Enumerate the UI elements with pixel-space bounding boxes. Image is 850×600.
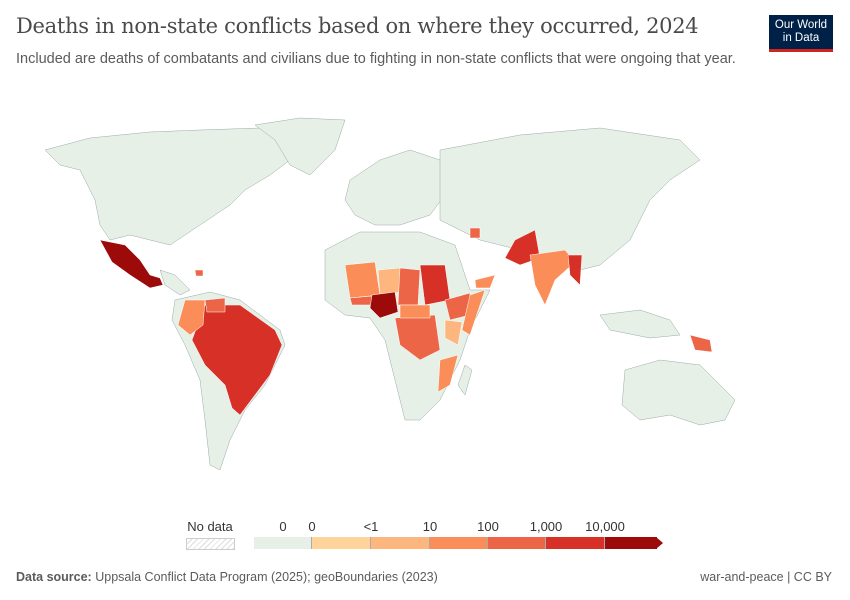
legend-label: <1 (363, 519, 379, 534)
country-niger (377, 267, 403, 296)
country-yemen (474, 274, 496, 289)
madagascar (457, 364, 473, 396)
logo-line2: in Data (782, 32, 820, 44)
legend-bin-3 (430, 537, 488, 549)
country-brazil (191, 304, 283, 416)
legend-label: 100 (477, 519, 499, 534)
se-asia-islands (599, 309, 681, 339)
legend-label: 0 (279, 519, 287, 534)
legend-label: 10 (422, 519, 438, 534)
legend-bin-4 (488, 537, 546, 549)
country-mali (344, 261, 381, 299)
logo-line1: Our World (774, 19, 828, 31)
country-colombia (177, 299, 206, 336)
legend-bin-6 (605, 537, 657, 549)
legend-bin-0 (254, 537, 312, 549)
legend-bin-5 (546, 537, 605, 549)
country-india (529, 249, 576, 306)
country-png (689, 334, 713, 353)
world-map (44, 117, 736, 471)
australia (621, 359, 736, 426)
chart-subtitle: Included are deaths of combatants and ci… (16, 51, 736, 67)
legend-bin-1 (312, 537, 371, 549)
country-car (399, 304, 431, 319)
country-mexico (99, 239, 164, 289)
legend-label: 1,000 (529, 519, 563, 534)
asia (439, 127, 701, 271)
country-nigeria (369, 291, 399, 319)
north-america (44, 127, 301, 246)
legend-arrow-icon (656, 537, 663, 549)
country-myanmar (567, 254, 583, 286)
legend-bin-2 (371, 537, 430, 549)
data-source-text[interactable]: Uppsala Conflict Data Program (2025); ge… (95, 570, 438, 584)
footer-license[interactable]: war-and-peace | CC BY (700, 570, 832, 584)
greenland (254, 117, 346, 176)
central-america (159, 269, 191, 296)
europe (344, 149, 446, 226)
country-venezuela (204, 297, 226, 313)
legend-label: 10,000 (585, 519, 625, 534)
owid-logo[interactable]: Our World in Data (769, 15, 833, 52)
country-mozambique (437, 354, 459, 393)
country-chad (397, 267, 421, 306)
data-source: Data source: Uppsala Conflict Data Progr… (16, 570, 438, 584)
chart-title: Deaths in non-state conflicts based on w… (16, 14, 699, 38)
country-somalia (461, 289, 486, 336)
country-sudan (419, 264, 451, 306)
data-source-label: Data source: (16, 570, 92, 584)
country-haiti (194, 269, 204, 277)
legend-no-data-label: No data (187, 519, 233, 534)
country-kenya (444, 319, 463, 346)
legend-no-data-swatch (186, 538, 235, 550)
legend-label: 0 (308, 519, 316, 534)
country-syria (469, 227, 481, 239)
